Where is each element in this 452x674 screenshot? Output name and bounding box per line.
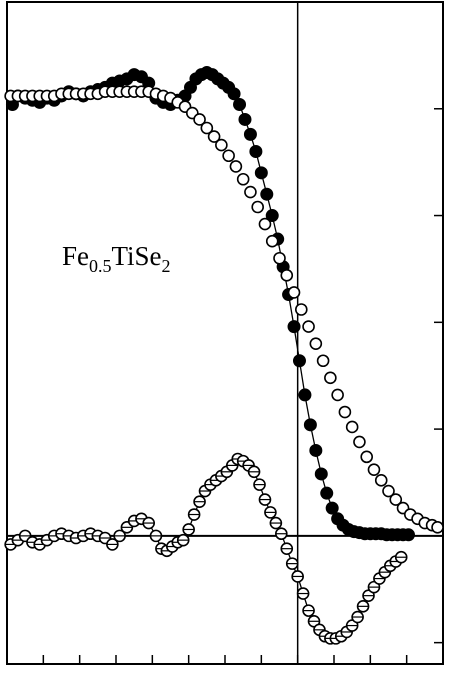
annotation-sub2: 2 [162, 256, 171, 276]
series-1-point-31 [229, 160, 243, 173]
series-2-point-19 [142, 516, 155, 530]
series-1-point-36 [265, 234, 279, 248]
series-1-point-33 [244, 185, 257, 199]
series-1-point-47 [345, 420, 359, 434]
series-0-point-46 [298, 388, 312, 402]
series-2-point-27 [187, 508, 201, 521]
series-0-point-39 [260, 187, 274, 201]
series-1-point-49 [360, 450, 374, 464]
series-2-point-25 [176, 533, 190, 547]
series-2-point-26 [182, 523, 195, 536]
series-0-point-40 [265, 209, 279, 223]
series-1-point-35 [258, 217, 272, 231]
series-0-point-34 [233, 98, 247, 112]
series-2-point-40 [258, 493, 272, 506]
series-2-point-38 [247, 465, 261, 479]
series-1-point-39 [287, 286, 301, 299]
series-0-point-49 [314, 467, 328, 481]
series-1-point-42 [309, 337, 323, 350]
series-0-point-35 [238, 112, 252, 126]
series-1-point-51 [374, 474, 388, 487]
series-2-point-56 [345, 619, 359, 632]
series-2-point-45 [285, 557, 299, 570]
series-0-line [11, 71, 409, 536]
series-2-point-15 [113, 529, 126, 543]
series-1-point-38 [280, 269, 294, 282]
series-1-point-30 [222, 149, 235, 163]
series-1-point-43 [316, 354, 330, 368]
series-1-point-46 [338, 405, 352, 419]
annotation-mid: TiSe [112, 241, 162, 271]
series-2-point-39 [253, 478, 266, 491]
series-2-point-46 [291, 570, 304, 583]
plot-frame [6, 1, 444, 665]
series-2-point-28 [193, 495, 206, 509]
series-1-point-29 [215, 138, 228, 152]
series-1-point-27 [200, 121, 214, 135]
series-1-point-32 [236, 172, 250, 186]
annotation-sub1: 0.5 [89, 256, 112, 276]
series-2-point-43 [275, 527, 288, 541]
series-1-point-26 [193, 113, 206, 126]
series-2-point-58 [356, 600, 370, 613]
series-1-point-34 [251, 200, 265, 214]
series-2-point-57 [351, 610, 364, 624]
series-0-point-48 [309, 443, 323, 457]
series-2-point-65 [394, 550, 408, 564]
series-1-point-40 [294, 303, 308, 316]
series-0-point-36 [243, 127, 257, 141]
series-markers [4, 65, 444, 645]
sample-annotation: Fe0.5TiSe2 [62, 241, 171, 276]
series-1-point-45 [331, 388, 344, 402]
series-0-point-51 [325, 501, 339, 515]
series-1-point-48 [353, 435, 366, 449]
series-1-point-59 [431, 521, 444, 534]
series-1-point-41 [302, 320, 315, 333]
series-2-point-44 [280, 542, 294, 555]
series-2-point-20 [149, 529, 163, 543]
series-0-point-65 [401, 528, 415, 542]
series-2-point-48 [302, 604, 315, 617]
annotation-base: Fe [62, 241, 89, 271]
series-2-point-41 [264, 506, 277, 519]
series-1-point-44 [324, 371, 337, 385]
series-1-point-50 [367, 463, 381, 476]
series-0-point-33 [227, 87, 241, 101]
series-2-point-14 [106, 538, 119, 551]
series-2-point-47 [296, 587, 310, 600]
series-1-point-53 [389, 493, 403, 506]
series-0-point-38 [254, 166, 268, 180]
series-1-point-52 [382, 484, 395, 498]
series-lines [10, 71, 409, 640]
series-0-point-47 [303, 418, 317, 432]
series-0-point-45 [292, 354, 306, 368]
series-0-point-50 [320, 486, 334, 500]
series-1-point-37 [273, 251, 286, 265]
series-2-point-42 [269, 516, 283, 530]
series-0-point-37 [249, 144, 263, 158]
series-0-point-44 [287, 320, 301, 334]
series-1-point-28 [207, 130, 221, 143]
series-2-point-59 [362, 589, 375, 602]
